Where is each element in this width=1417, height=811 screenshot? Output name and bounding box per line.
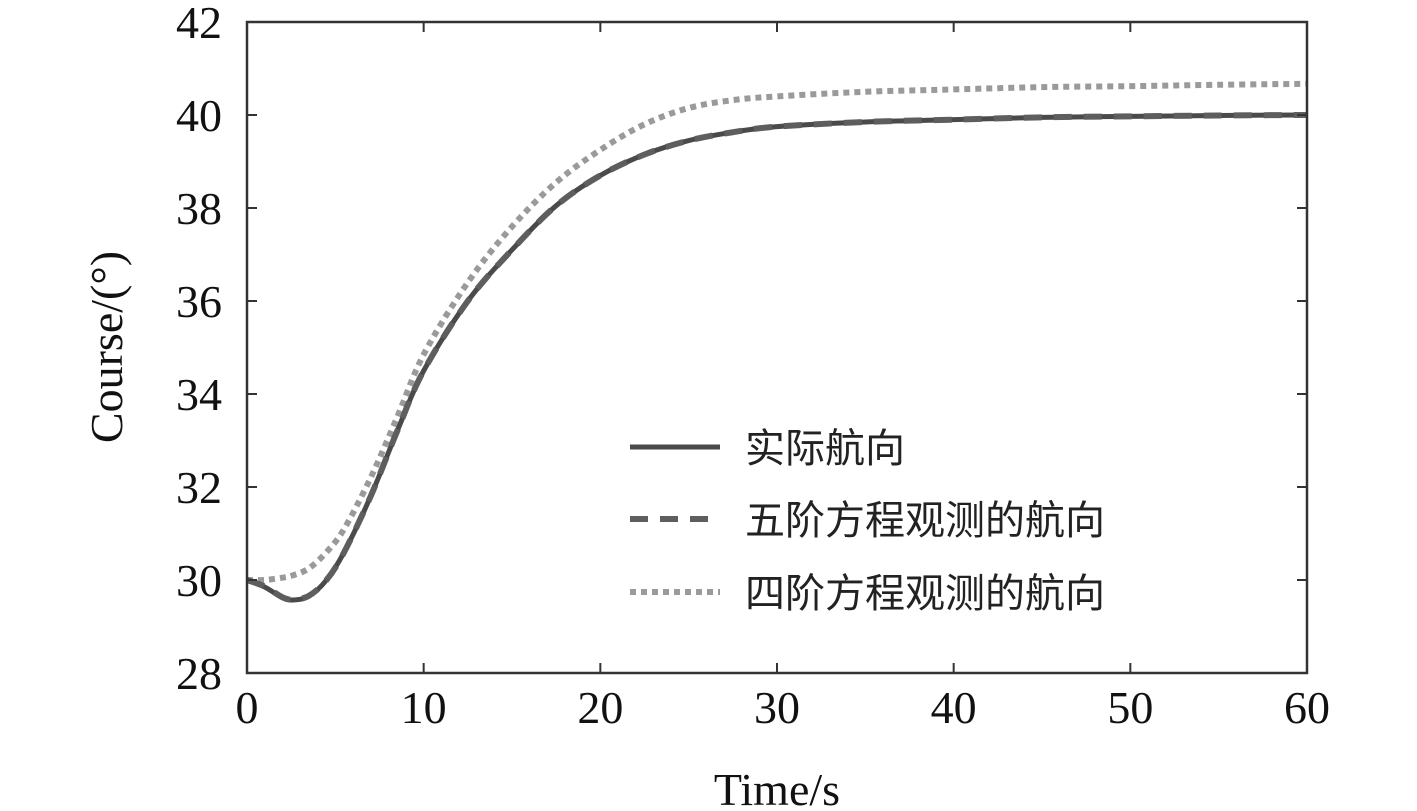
series-line-dashed (245, 112, 1308, 603)
y-tick-label: 40 (176, 90, 222, 141)
x-tick-label: 40 (931, 682, 977, 733)
y-tick-label: 42 (176, 0, 222, 48)
legend-label-fourth-order: 四阶方程观测的航向 (745, 571, 1105, 617)
legend-label-actual: 实际航向 (745, 426, 905, 472)
x-axis-label: Time/s (714, 764, 840, 811)
y-tick-label: 34 (176, 369, 222, 420)
y-tick-label: 36 (176, 276, 222, 327)
legend: 实际航向 五阶方程观测的航向 四阶方程观测的航向 (630, 426, 1105, 617)
y-tick-label: 30 (176, 555, 222, 606)
y-tick-label: 32 (176, 462, 222, 513)
x-tick-label: 0 (236, 682, 259, 733)
y-axis-label: Course/(°) (81, 251, 132, 443)
x-tick-label: 10 (401, 682, 447, 733)
y-tick-label: 28 (176, 648, 222, 699)
legend-label-fifth-order: 五阶方程观测的航向 (745, 498, 1105, 544)
x-tick-label: 50 (1107, 682, 1153, 733)
x-tick-label: 30 (754, 682, 800, 733)
x-tick-label: 60 (1284, 682, 1330, 733)
x-tick-label: 20 (577, 682, 623, 733)
y-tick-label: 38 (176, 183, 222, 234)
